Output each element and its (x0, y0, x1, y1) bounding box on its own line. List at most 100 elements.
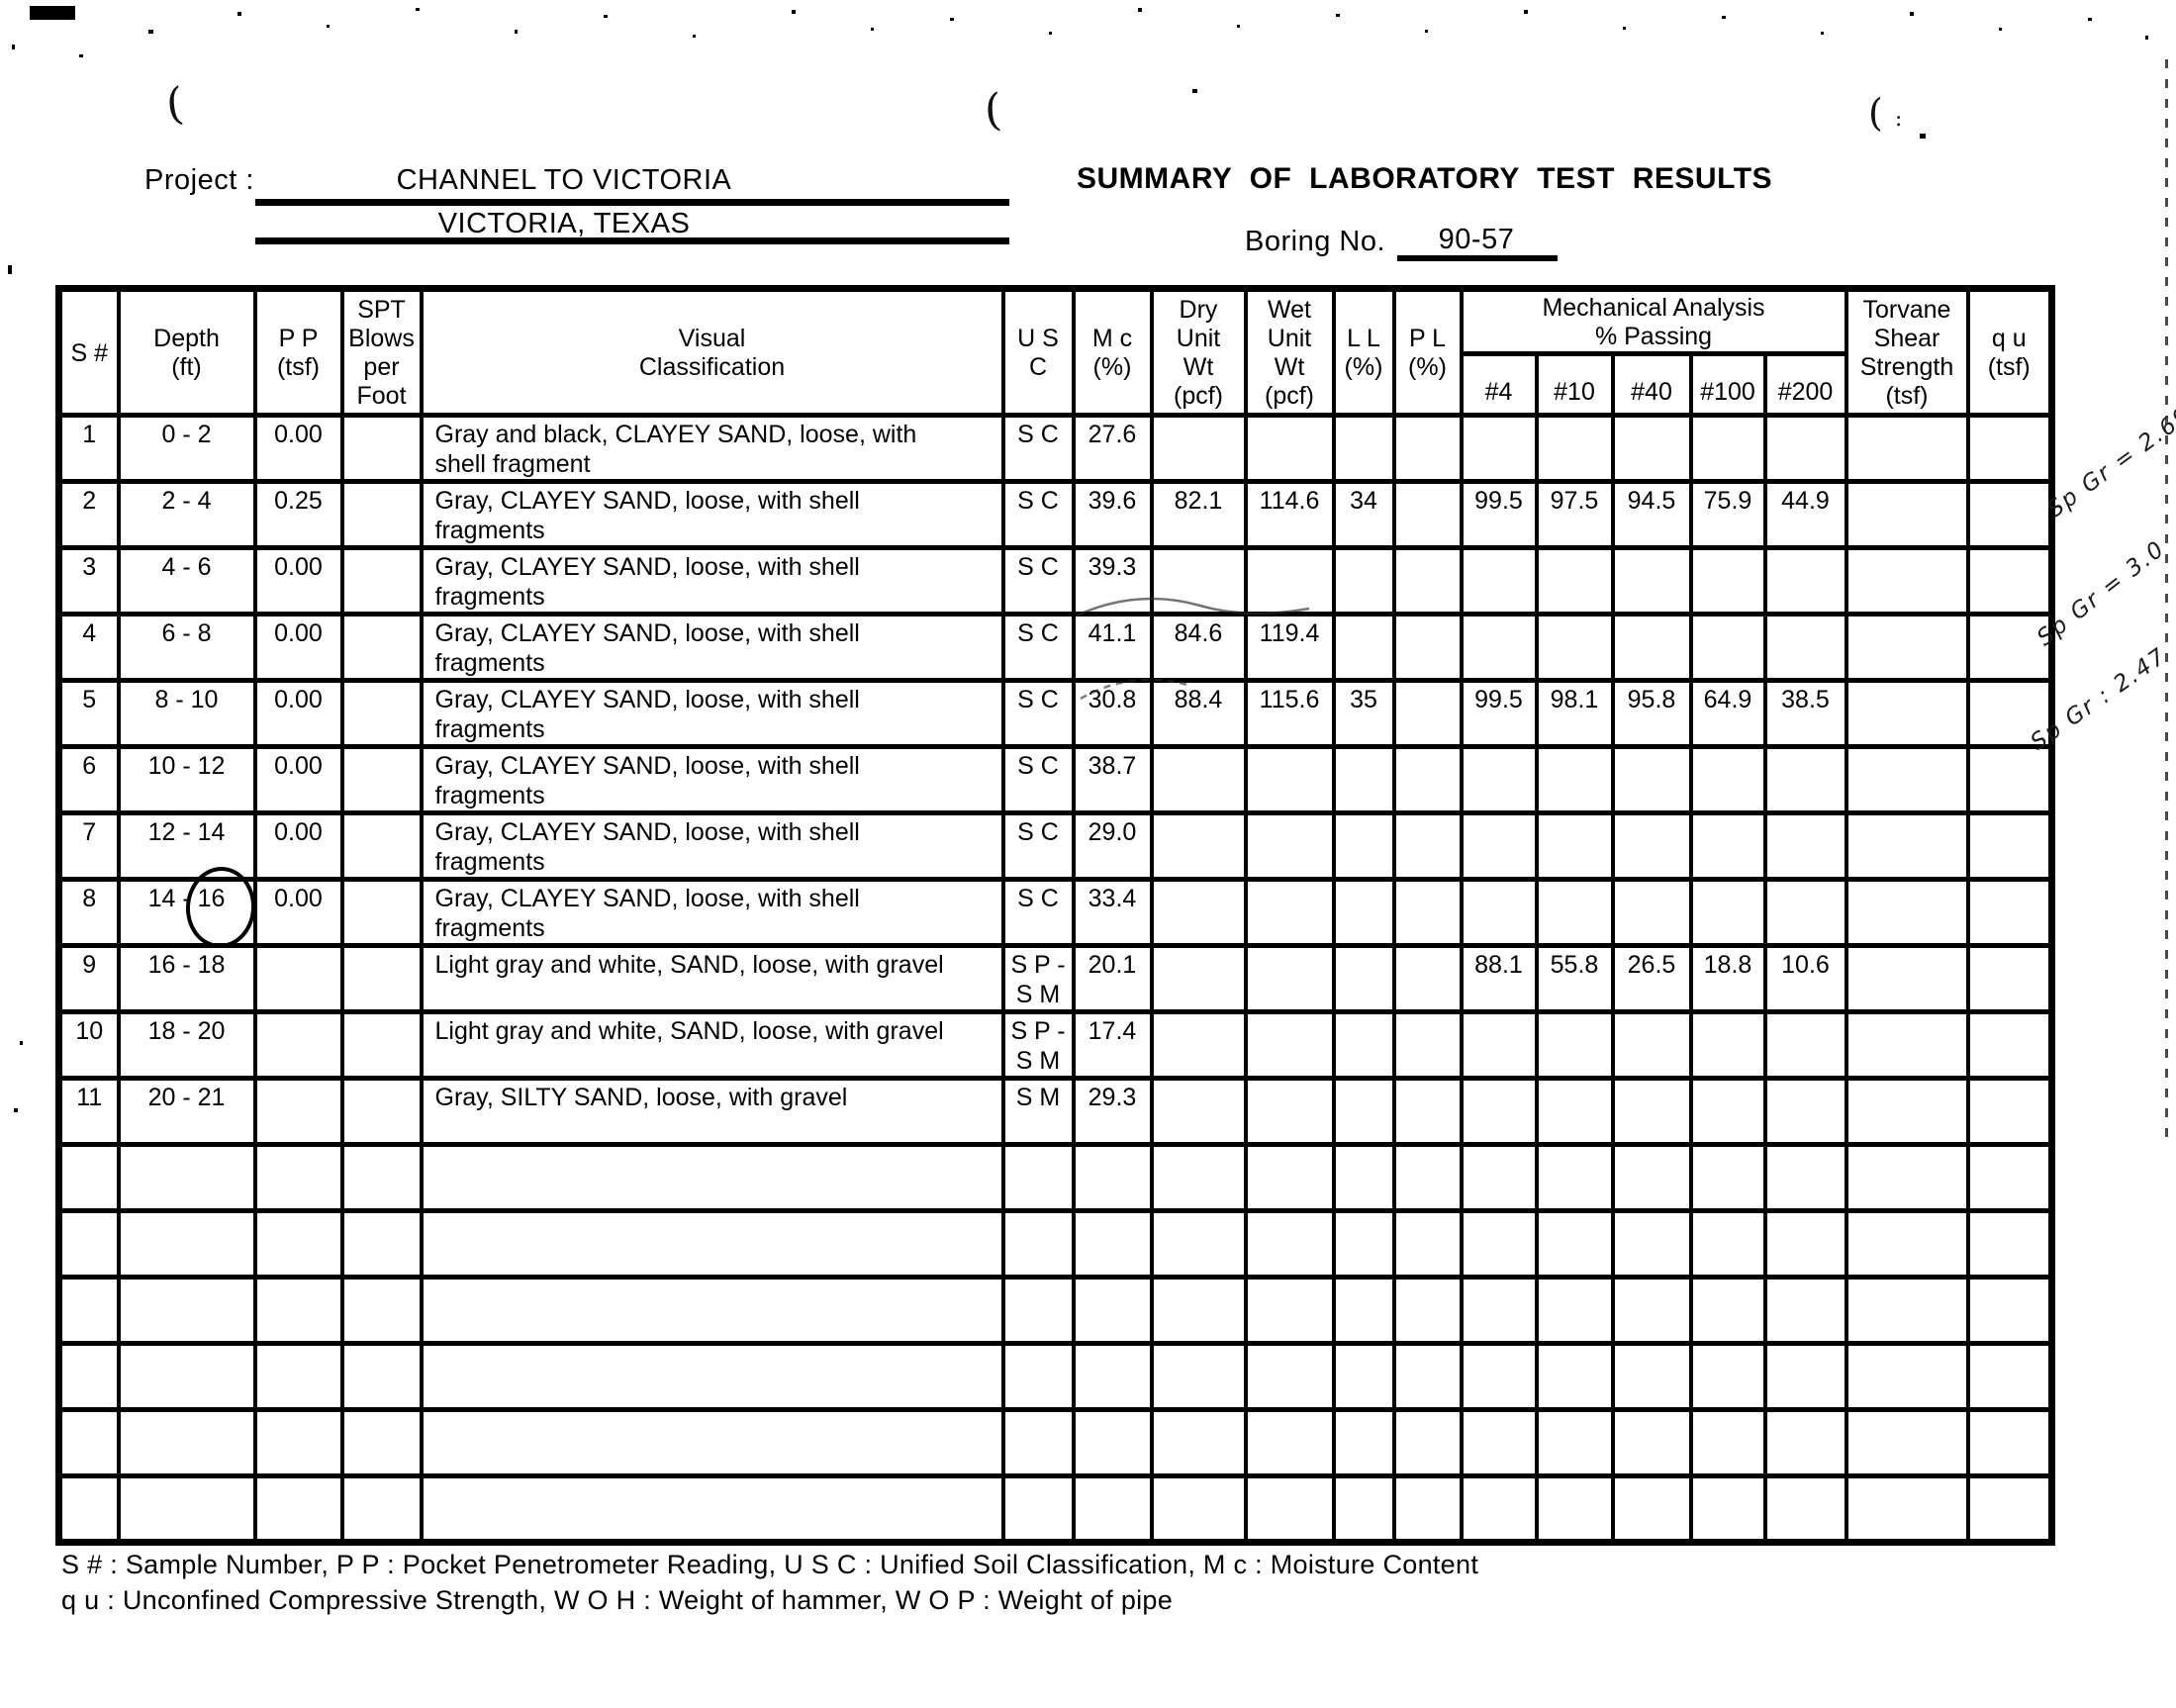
cell-p10 (1534, 744, 1615, 815)
cell-empty (1688, 1275, 1767, 1346)
cell-dry (1149, 943, 1248, 1014)
cell-torvane (1844, 479, 1970, 550)
cell-p100 (1688, 1076, 1767, 1147)
cell-empty (1243, 1208, 1336, 1280)
cell-empty (1331, 1275, 1396, 1346)
scan-noise-speck (604, 15, 608, 18)
cell-visual: Gray, CLAYEY SAND, loose, with shell fra… (419, 545, 1005, 617)
cell-empty (419, 1341, 1005, 1412)
cell-torvane (1844, 413, 1970, 484)
cell-depth: 4 - 6 (116, 545, 257, 617)
cell-wet: 119.4 (1243, 612, 1336, 683)
scan-noise-speck (1138, 8, 1142, 12)
scan-noise-speck (12, 45, 15, 49)
cell-p200 (1762, 810, 1848, 882)
cell-empty (252, 1341, 344, 1412)
scan-noise-speck (1999, 28, 2002, 31)
cell-p10 (1534, 810, 1615, 882)
cell-ll (1331, 810, 1396, 882)
cell-p10 (1534, 612, 1615, 683)
col-header-dry-unit-wt: Dry Unit Wt (pcf) (1149, 286, 1248, 418)
cell-empty (1391, 1208, 1464, 1280)
cell-empty (1071, 1341, 1154, 1412)
cell-visual: Gray, SILTY SAND, loose, with gravel (419, 1076, 1005, 1147)
cell-pp: 0.00 (252, 545, 344, 617)
cell-ll (1331, 545, 1396, 617)
table-row-empty (56, 1275, 2054, 1346)
cell-empty (1762, 1208, 1848, 1280)
cell-visual: Gray, CLAYEY SAND, loose, with shell fra… (419, 479, 1005, 550)
cell-empty (1965, 1473, 2054, 1545)
cell-empty (419, 1473, 1005, 1545)
cell-empty (1844, 1275, 1970, 1346)
cell-ll: 35 (1331, 678, 1396, 749)
cell-empty (419, 1142, 1005, 1213)
cell-mc: 20.1 (1071, 943, 1154, 1014)
cell-depth: 8 - 10 (116, 678, 257, 749)
pen-mark-paren-left: ( (163, 78, 186, 131)
cell-empty (1762, 1142, 1848, 1213)
cell-empty (1149, 1275, 1248, 1346)
cell-p10 (1534, 1009, 1615, 1081)
cell-mc: 27.6 (1071, 413, 1154, 484)
col-header-visual: Visual Classification (419, 286, 1005, 418)
cell-pp: 0.00 (252, 810, 344, 882)
cell-p10: 97.5 (1534, 479, 1615, 550)
cell-ll (1331, 612, 1396, 683)
cell-empty (1391, 1407, 1464, 1478)
cell-ll (1331, 1076, 1396, 1147)
cell-wet (1243, 1076, 1336, 1147)
cell-empty (1762, 1341, 1848, 1412)
cell-torvane (1844, 1009, 1970, 1081)
cell-dry: 82.1 (1149, 479, 1248, 550)
cell-wet (1243, 877, 1336, 948)
cell-mc: 29.3 (1071, 1076, 1154, 1147)
cell-p40: 94.5 (1610, 479, 1693, 550)
cell-spt (339, 479, 424, 550)
cell-empty (1688, 1407, 1767, 1478)
cell-p40 (1610, 612, 1693, 683)
cell-p200: 38.5 (1762, 678, 1848, 749)
col-header-depth: Depth (ft) (116, 286, 257, 418)
cell-empty (1534, 1275, 1615, 1346)
cell-p200 (1762, 1076, 1848, 1147)
cell-visual: Gray, CLAYEY SAND, loose, with shell fra… (419, 612, 1005, 683)
cell-empty (1844, 1407, 1970, 1478)
cell-empty (116, 1473, 257, 1545)
cell-p40: 95.8 (1610, 678, 1693, 749)
cell-p100 (1688, 744, 1767, 815)
scan-noise-speck (1336, 14, 1340, 17)
cell-p40 (1610, 545, 1693, 617)
col-header-sieve-10: #10 (1534, 351, 1615, 418)
cell-depth: 12 - 14 (116, 810, 257, 882)
cell-s: 4 (56, 612, 121, 683)
cell-empty (116, 1407, 257, 1478)
scan-noise-speck (693, 35, 696, 38)
cell-empty (1844, 1142, 1970, 1213)
cell-p100 (1688, 1009, 1767, 1081)
cell-depth: 18 - 20 (116, 1009, 257, 1081)
scan-noise-speck (8, 265, 12, 274)
cell-p100 (1688, 545, 1767, 617)
cell-empty (56, 1208, 121, 1280)
cell-spt (339, 810, 424, 882)
cell-p40 (1610, 744, 1693, 815)
cell-empty (1844, 1341, 1970, 1412)
cell-p40 (1610, 413, 1693, 484)
cell-empty (1459, 1341, 1539, 1412)
cell-empty (1688, 1142, 1767, 1213)
project-underline-2 (255, 237, 1009, 244)
cell-visual: Gray, CLAYEY SAND, loose, with shell fra… (419, 877, 1005, 948)
cell-qu (1965, 1009, 2054, 1081)
cell-p40 (1610, 877, 1693, 948)
scan-noise-speck (1049, 32, 1052, 35)
cell-s: 10 (56, 1009, 121, 1081)
cell-empty (339, 1275, 424, 1346)
cell-torvane (1844, 943, 1970, 1014)
table-row-empty (56, 1407, 2054, 1478)
cell-p200 (1762, 744, 1848, 815)
cell-empty (252, 1208, 344, 1280)
col-header-wet-unit-wt: Wet Unit Wt (pcf) (1243, 286, 1336, 418)
cell-qu (1965, 479, 2054, 550)
